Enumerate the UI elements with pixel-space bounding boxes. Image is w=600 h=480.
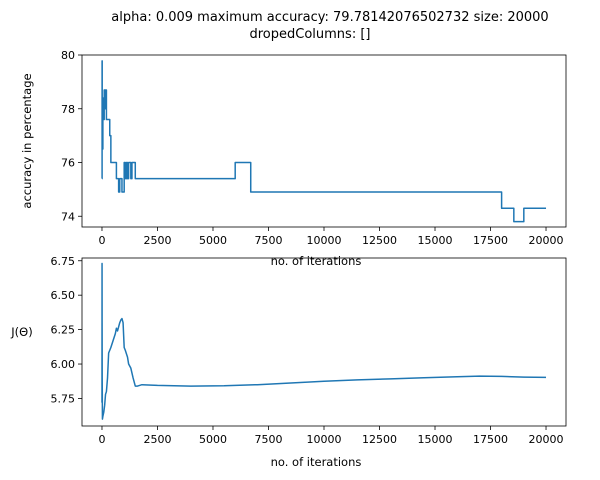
cost-chart: 0 2500 5000 7500 10000 12500 15000 17500 20000 5.…: [10, 255, 567, 469]
y-tick-label: 78: [61, 103, 75, 116]
x-tick-label: 5000: [199, 234, 227, 247]
x-tick-label: 20000: [529, 234, 564, 247]
series-line: [101, 60, 547, 223]
x-tick-label: 5000: [199, 433, 227, 446]
x-tick-label: 10000: [307, 234, 342, 247]
x-tick-label: 17500: [473, 234, 508, 247]
accuracy-chart: 0 2500 5000 7500 10000 12500 15000 17500 20000 74…: [20, 49, 567, 268]
y-tick-label: 6.00: [51, 358, 76, 371]
y-tick-label: 6.25: [51, 324, 76, 337]
x-tick-label: 15000: [418, 433, 453, 446]
x-tick-label: 2500: [143, 234, 171, 247]
y-tick-label: 6.50: [51, 289, 76, 302]
x-tick-label: 12500: [362, 433, 397, 446]
y-tick-label: 5.75: [51, 392, 76, 405]
x-tick-label: 7500: [254, 234, 282, 247]
y-tick-label: 74: [61, 210, 75, 223]
y-tick-label: 6.75: [51, 255, 76, 268]
x-tick-label: 17500: [473, 433, 508, 446]
x-tick-label: 2500: [143, 433, 171, 446]
series-line: [101, 262, 547, 420]
y-tick-label: 80: [61, 49, 75, 62]
x-tick-label: 15000: [418, 234, 453, 247]
axes-frame: [81, 257, 567, 427]
y-axis-label: J(Θ): [10, 325, 32, 339]
x-tick-label: 10000: [307, 433, 342, 446]
y-tick-label: 76: [61, 157, 75, 170]
x-tick-label: 20000: [529, 433, 564, 446]
x-tick-label: 7500: [254, 433, 282, 446]
axes-frame: [81, 54, 567, 228]
y-axis-label: accuracy in percentage: [20, 73, 34, 208]
x-tick-label: 12500: [362, 234, 397, 247]
figure-title-line2: dropedColumns: []: [250, 27, 371, 42]
x-tick-label: 0: [98, 234, 105, 247]
x-axis-label: no. of iterations: [271, 455, 362, 469]
x-tick-label: 0: [98, 433, 105, 446]
x-axis-label: no. of iterations: [271, 254, 362, 268]
figure-title-line1: alpha: 0.009 maximum accuracy: 79.781420…: [111, 10, 548, 25]
